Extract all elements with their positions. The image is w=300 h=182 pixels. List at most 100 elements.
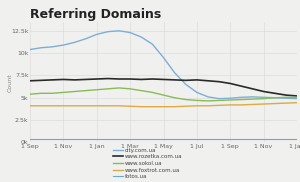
Line: city.com.ua: city.com.ua bbox=[30, 31, 297, 99]
city.com.ua bbox=[284, 97, 288, 99]
www.sokol.ua bbox=[151, 91, 154, 94]
fotos.ua bbox=[73, 138, 76, 140]
fotos.ua bbox=[229, 138, 232, 140]
www.rozetka.com.ua bbox=[162, 78, 165, 81]
www.rozetka.com.ua bbox=[128, 78, 132, 80]
www.foxtrot.com.ua bbox=[251, 103, 254, 106]
city.com.ua bbox=[229, 97, 232, 99]
city.com.ua bbox=[173, 72, 176, 74]
www.sokol.ua bbox=[195, 99, 199, 102]
www.foxtrot.com.ua bbox=[117, 105, 121, 107]
city.com.ua bbox=[195, 91, 199, 94]
www.rozetka.com.ua bbox=[173, 79, 176, 81]
www.foxtrot.com.ua bbox=[73, 105, 76, 107]
city.com.ua bbox=[295, 98, 299, 100]
fotos.ua bbox=[284, 138, 288, 140]
www.sokol.ua bbox=[217, 99, 221, 102]
www.sokol.ua bbox=[28, 93, 32, 95]
www.foxtrot.com.ua bbox=[151, 106, 154, 108]
www.foxtrot.com.ua bbox=[28, 105, 32, 107]
www.sokol.ua bbox=[128, 88, 132, 90]
fotos.ua bbox=[61, 138, 65, 140]
city.com.ua bbox=[162, 56, 165, 59]
Line: www.sokol.ua: www.sokol.ua bbox=[30, 88, 297, 101]
city.com.ua bbox=[73, 41, 76, 43]
www.foxtrot.com.ua bbox=[240, 104, 243, 106]
www.rozetka.com.ua bbox=[184, 79, 188, 81]
fotos.ua bbox=[95, 138, 98, 140]
www.rozetka.com.ua bbox=[262, 90, 266, 93]
www.sokol.ua bbox=[184, 98, 188, 101]
fotos.ua bbox=[217, 138, 221, 140]
fotos.ua bbox=[162, 138, 165, 140]
www.foxtrot.com.ua bbox=[184, 105, 188, 107]
www.foxtrot.com.ua bbox=[195, 105, 199, 107]
city.com.ua bbox=[117, 30, 121, 32]
city.com.ua bbox=[39, 47, 43, 49]
city.com.ua bbox=[240, 96, 243, 98]
www.sokol.ua bbox=[273, 97, 277, 99]
www.foxtrot.com.ua bbox=[229, 104, 232, 106]
www.foxtrot.com.ua bbox=[140, 106, 143, 108]
fotos.ua bbox=[173, 138, 176, 140]
fotos.ua bbox=[240, 138, 243, 140]
www.rozetka.com.ua bbox=[151, 78, 154, 80]
Text: Referring Domains: Referring Domains bbox=[30, 8, 161, 21]
fotos.ua bbox=[106, 138, 110, 140]
www.foxtrot.com.ua bbox=[217, 104, 221, 106]
city.com.ua bbox=[95, 33, 98, 35]
www.foxtrot.com.ua bbox=[162, 106, 165, 108]
www.foxtrot.com.ua bbox=[106, 105, 110, 107]
www.rozetka.com.ua bbox=[50, 79, 54, 81]
www.sokol.ua bbox=[295, 96, 299, 98]
www.rozetka.com.ua bbox=[273, 92, 277, 94]
fotos.ua bbox=[295, 138, 299, 140]
www.sokol.ua bbox=[106, 88, 110, 90]
www.rozetka.com.ua bbox=[73, 79, 76, 81]
www.sokol.ua bbox=[39, 92, 43, 94]
fotos.ua bbox=[39, 138, 43, 140]
www.foxtrot.com.ua bbox=[295, 102, 299, 104]
city.com.ua bbox=[28, 48, 32, 51]
www.rozetka.com.ua bbox=[106, 78, 110, 80]
www.sokol.ua bbox=[73, 90, 76, 93]
city.com.ua bbox=[251, 96, 254, 98]
city.com.ua bbox=[151, 43, 154, 45]
city.com.ua bbox=[50, 46, 54, 48]
www.rozetka.com.ua bbox=[61, 78, 65, 81]
www.sokol.ua bbox=[262, 98, 266, 100]
fotos.ua bbox=[273, 138, 277, 140]
fotos.ua bbox=[117, 138, 121, 140]
www.sokol.ua bbox=[173, 97, 176, 99]
city.com.ua bbox=[140, 36, 143, 38]
www.sokol.ua bbox=[140, 90, 143, 92]
www.sokol.ua bbox=[284, 96, 288, 98]
www.sokol.ua bbox=[50, 92, 54, 94]
fotos.ua bbox=[50, 138, 54, 140]
fotos.ua bbox=[195, 138, 199, 140]
www.rozetka.com.ua bbox=[140, 78, 143, 81]
city.com.ua bbox=[128, 31, 132, 34]
www.sokol.ua bbox=[229, 99, 232, 101]
fotos.ua bbox=[151, 138, 154, 140]
city.com.ua bbox=[262, 96, 266, 98]
www.foxtrot.com.ua bbox=[39, 105, 43, 107]
www.rozetka.com.ua bbox=[217, 81, 221, 83]
www.foxtrot.com.ua bbox=[95, 105, 98, 107]
www.foxtrot.com.ua bbox=[128, 105, 132, 107]
www.rozetka.com.ua bbox=[240, 85, 243, 87]
city.com.ua bbox=[106, 31, 110, 33]
fotos.ua bbox=[84, 138, 87, 140]
www.rozetka.com.ua bbox=[284, 94, 288, 96]
www.foxtrot.com.ua bbox=[262, 103, 266, 105]
www.sokol.ua bbox=[117, 87, 121, 89]
www.rozetka.com.ua bbox=[39, 79, 43, 81]
fotos.ua bbox=[206, 138, 210, 140]
www.rozetka.com.ua bbox=[295, 95, 299, 97]
Line: www.rozetka.com.ua: www.rozetka.com.ua bbox=[30, 79, 297, 96]
fotos.ua bbox=[251, 138, 254, 140]
www.sokol.ua bbox=[61, 91, 65, 94]
fotos.ua bbox=[28, 138, 32, 140]
www.rozetka.com.ua bbox=[95, 78, 98, 80]
www.foxtrot.com.ua bbox=[173, 106, 176, 108]
